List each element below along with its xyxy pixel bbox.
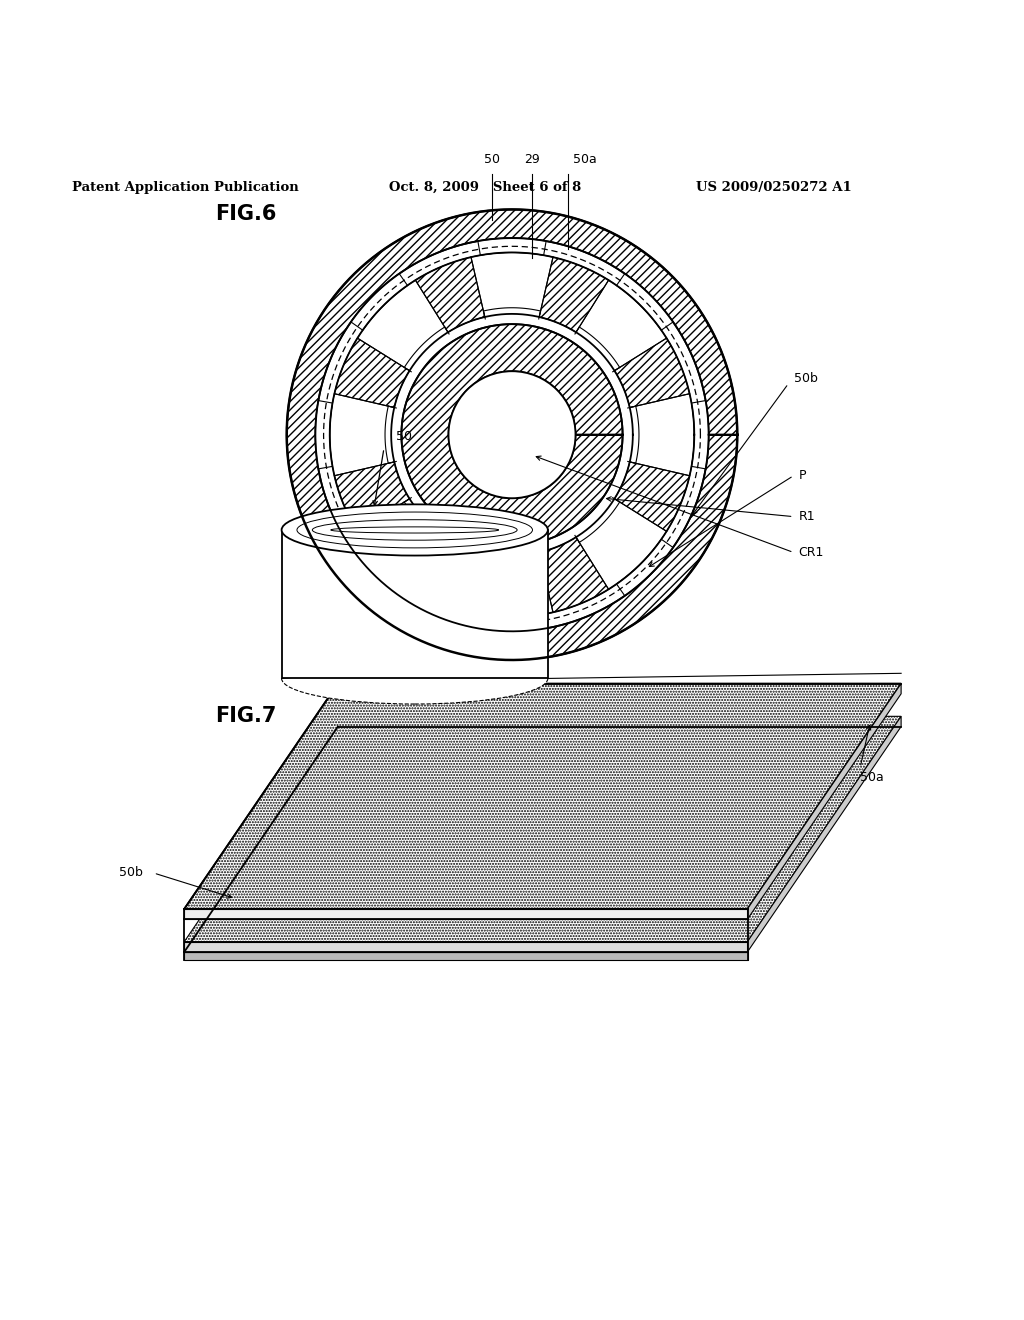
Polygon shape bbox=[330, 252, 694, 616]
Polygon shape bbox=[614, 462, 689, 532]
Polygon shape bbox=[540, 257, 608, 333]
Text: CR1: CR1 bbox=[799, 546, 824, 558]
Ellipse shape bbox=[282, 653, 548, 704]
Polygon shape bbox=[616, 273, 673, 330]
Polygon shape bbox=[315, 400, 333, 469]
Text: Patent Application Publication: Patent Application Publication bbox=[72, 181, 298, 194]
Text: FIG.7: FIG.7 bbox=[215, 706, 276, 726]
Polygon shape bbox=[748, 684, 901, 919]
Polygon shape bbox=[416, 537, 484, 612]
Polygon shape bbox=[540, 537, 608, 612]
Polygon shape bbox=[282, 529, 548, 678]
Polygon shape bbox=[416, 257, 484, 333]
Polygon shape bbox=[478, 614, 546, 631]
Polygon shape bbox=[184, 941, 748, 952]
Polygon shape bbox=[184, 952, 748, 960]
Text: FIG.6: FIG.6 bbox=[215, 205, 276, 224]
Text: P: P bbox=[799, 469, 806, 482]
Polygon shape bbox=[335, 338, 410, 408]
Polygon shape bbox=[287, 210, 737, 660]
Text: R1: R1 bbox=[799, 510, 815, 523]
Polygon shape bbox=[691, 400, 709, 469]
Text: 50b: 50b bbox=[120, 866, 143, 879]
Text: 50b: 50b bbox=[794, 372, 817, 385]
Polygon shape bbox=[401, 325, 623, 545]
Polygon shape bbox=[748, 717, 901, 952]
Polygon shape bbox=[478, 238, 546, 255]
Polygon shape bbox=[614, 338, 689, 408]
Text: 50: 50 bbox=[483, 153, 500, 166]
Polygon shape bbox=[616, 540, 673, 595]
Polygon shape bbox=[184, 684, 901, 909]
Text: 29: 29 bbox=[524, 153, 541, 166]
Text: Oct. 8, 2009   Sheet 6 of 8: Oct. 8, 2009 Sheet 6 of 8 bbox=[389, 181, 582, 194]
Ellipse shape bbox=[282, 504, 548, 556]
Polygon shape bbox=[351, 540, 408, 595]
Polygon shape bbox=[184, 909, 748, 919]
Circle shape bbox=[449, 371, 575, 498]
Polygon shape bbox=[184, 717, 901, 941]
Text: 50a: 50a bbox=[860, 771, 884, 784]
Text: US 2009/0250272 A1: US 2009/0250272 A1 bbox=[696, 181, 852, 194]
Text: 50a: 50a bbox=[573, 153, 597, 166]
Polygon shape bbox=[335, 462, 410, 532]
Polygon shape bbox=[351, 273, 408, 330]
Text: 50: 50 bbox=[396, 430, 413, 444]
